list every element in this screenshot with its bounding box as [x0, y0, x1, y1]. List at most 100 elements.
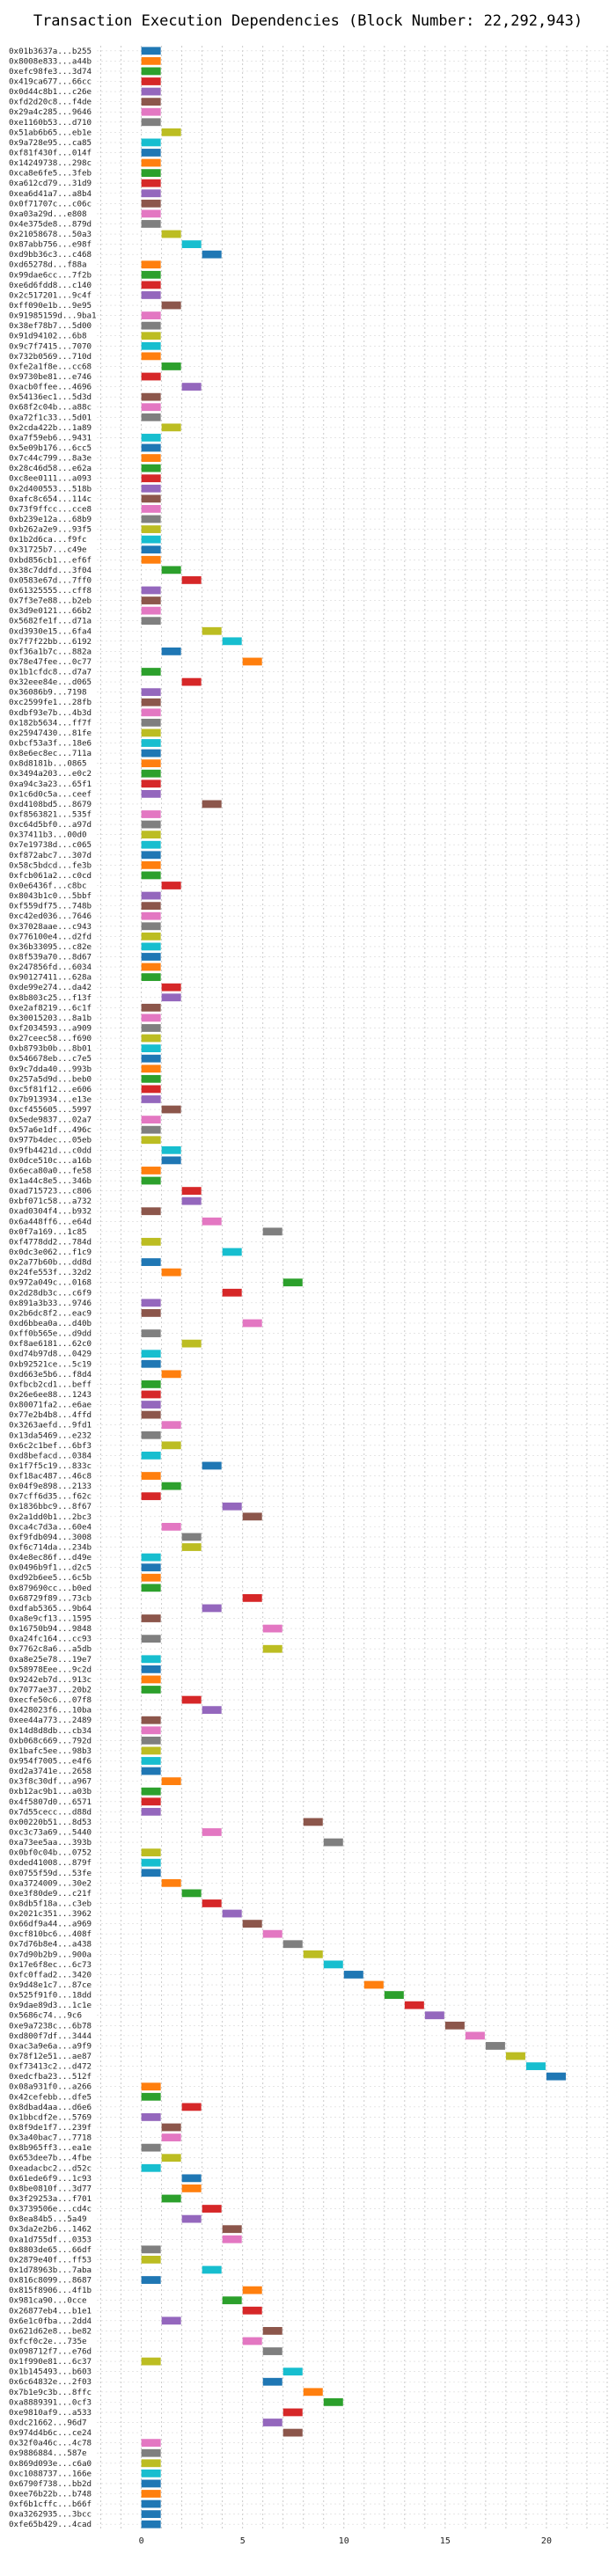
row-label: 0x7d90b2b9...900a [9, 1950, 92, 1959]
row-label: 0xbcf53a3f...18e6 [9, 739, 92, 749]
row-label: 0x68729f89...73cb [9, 1593, 92, 1603]
dependency-bar [262, 2419, 282, 2426]
dependency-bar [141, 1024, 161, 1032]
dependency-bar [141, 1746, 161, 1755]
dependency-bar [242, 2306, 262, 2315]
row-label: 0xea6d41a7...a8b4 [9, 189, 92, 199]
dependency-bar [161, 2194, 181, 2203]
dependency-bar [181, 2174, 202, 2183]
row-label: 0x87abb756...e98f [9, 240, 92, 250]
dependency-bar [242, 1319, 262, 1328]
row-label: 0x54136ec1...5d3d [9, 392, 92, 402]
dependency-bar [141, 1726, 161, 1735]
dependency-bar [262, 1624, 282, 1633]
dependency-bar [161, 983, 181, 992]
row-label: 0xa612cd79...31d9 [9, 179, 92, 188]
dependency-bar [242, 2337, 262, 2345]
row-label: 0x3f8c30df...a967 [9, 1777, 92, 1787]
row-label: 0x5686c74...9c6 [9, 2011, 82, 2021]
row-label: 0x1bbcdf2e...5769 [9, 2112, 92, 2122]
row-label: 0xc2599fe1...28fb [9, 698, 92, 707]
dependency-bar [282, 2408, 303, 2417]
row-label: 0x14d8d8db...cb34 [9, 1726, 92, 1736]
dependency-bar [141, 77, 161, 85]
dependency-bar [141, 2256, 161, 2264]
row-label: 0xedcfba23...512f [9, 2072, 92, 2082]
dependency-bar [161, 1878, 181, 1887]
dependency-bar [141, 484, 161, 493]
dependency-bar [141, 118, 161, 127]
row-label: 0x42cefebb...dfe5 [9, 2092, 92, 2102]
row-label: 0xded41008...879f [9, 1858, 92, 1868]
dependency-bar [525, 2062, 546, 2070]
row-label: 0xca8e6fe5...3feb [9, 169, 92, 179]
dependency-bar [161, 2154, 181, 2163]
dependency-bar [141, 2459, 161, 2468]
row-label: 0x1c6d0c5a...ceef [9, 789, 92, 799]
x-tick-label: 0 [139, 2536, 144, 2546]
row-label: 0xf36a1b7c...882a [9, 647, 92, 656]
row-label: 0x4e8ec86f...d49e [9, 1553, 92, 1562]
row-label: 0xa8889391...0cf3 [9, 2397, 92, 2407]
dependency-bar [141, 922, 161, 931]
row-label: 0x1f990e81...6c37 [9, 2357, 92, 2367]
dependency-bar [141, 392, 161, 401]
dependency-bar [465, 2031, 485, 2040]
row-label: 0xd2a3741e...2658 [9, 1767, 92, 1776]
dependency-bar [141, 871, 161, 880]
dependency-bar [222, 1288, 242, 1297]
dependency-bar [141, 1258, 161, 1266]
dependency-bar [141, 87, 161, 96]
row-label: 0xd9bb36c3...c468 [9, 250, 92, 260]
dependency-bar [282, 2367, 303, 2376]
dependency-bar [161, 1145, 181, 1154]
row-label: 0x9d48e1c7...87ce [9, 1980, 92, 1990]
dependency-bar [181, 2184, 202, 2192]
row-label: 0x37028aae...c943 [9, 922, 92, 932]
row-label: 0x9730be81...e746 [9, 372, 92, 382]
dependency-bar [141, 2163, 161, 2172]
dependency-bar [141, 698, 161, 706]
row-label: 0x38c7ddfd...3f04 [9, 566, 92, 575]
row-label: 0x3494a203...e0c2 [9, 769, 92, 779]
row-label: 0x2021c351...3962 [9, 1909, 92, 1919]
row-label: 0xe9810af9...a533 [9, 2408, 92, 2418]
row-label: 0x3263aefd...9fd1 [9, 1421, 92, 1431]
dependency-bar [262, 1644, 282, 1653]
row-label: 0x30015203...8a1b [9, 1014, 92, 1023]
dependency-bar [181, 1889, 202, 1898]
dependency-bar [141, 953, 161, 961]
dependency-bar [141, 1757, 161, 1765]
dependency-bar [141, 1797, 161, 1806]
dependency-bar [141, 840, 161, 849]
dependency-bar [141, 98, 161, 106]
row-label: 0x977b4dec...05eb [9, 1136, 92, 1145]
dependency-bar [181, 383, 202, 391]
row-label: 0xde99e274...da42 [9, 983, 92, 992]
dependency-bar [141, 1686, 161, 1694]
dependency-bar [404, 2001, 424, 2009]
dependency-bar [141, 149, 161, 157]
row-label: 0xa03a29d...e808 [9, 209, 87, 219]
row-label: 0x879690cc...b0ed [9, 1584, 92, 1593]
dependency-bar [141, 769, 161, 778]
row-label: 0x2d400553...518b [9, 484, 92, 494]
dependency-bar [141, 860, 161, 869]
dependency-bar [141, 434, 161, 442]
row-label: 0xb239e12a...68b9 [9, 515, 92, 524]
dependency-bar [141, 2143, 161, 2152]
row-label: 0x26e6ee88...1243 [9, 1390, 92, 1400]
dependency-bar [323, 2397, 343, 2406]
dependency-bar [141, 525, 161, 533]
dependency-bar [141, 1472, 161, 1480]
row-label: 0xf6b1cffc...b66f [9, 2499, 92, 2509]
row-label: 0x08a931f0...a266 [9, 2082, 92, 2092]
row-label: 0xf8563821...535f [9, 810, 92, 820]
row-label: 0xa8e9cf13...1595 [9, 1614, 92, 1624]
dependency-bar [141, 545, 161, 554]
row-label: 0xeadacbc2...d52c [9, 2163, 92, 2173]
dependency-bar [141, 199, 161, 208]
dependency-bar [141, 718, 161, 727]
dependency-bar [141, 1014, 161, 1022]
